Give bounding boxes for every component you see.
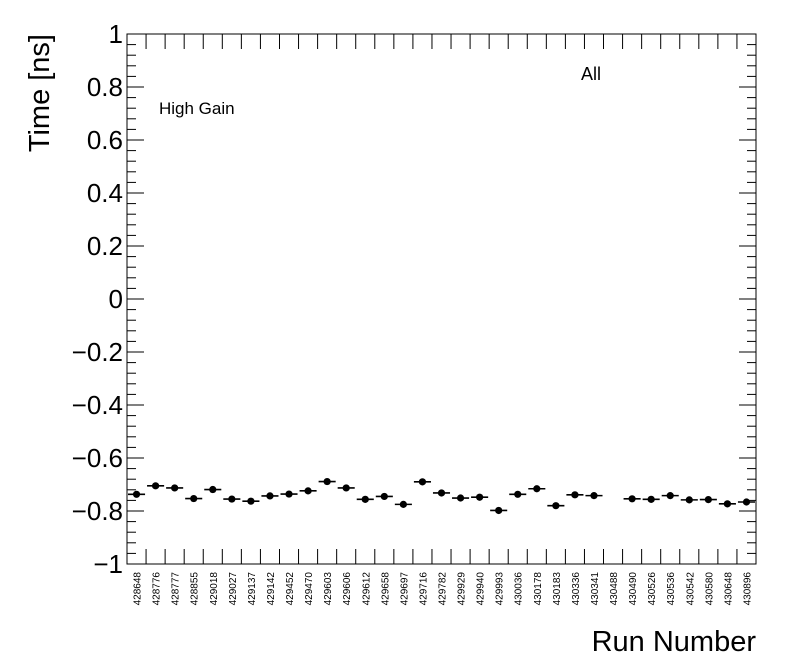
data-point [723,500,732,508]
y-tick-label: −0.2 [72,337,123,367]
y-tick-label: 0.4 [87,178,123,208]
data-point [704,496,712,504]
y-tick-label: 0.2 [87,231,123,261]
x-tick-label: 429612 [361,572,372,606]
x-tick-label: 429658 [380,572,391,606]
annotation-high-gain: High Gain [159,99,235,118]
x-tick-label: 429018 [209,572,220,606]
x-tick-label: 430341 [590,572,601,606]
data-point [685,496,693,504]
axis-ticks [126,33,757,565]
x-axis-title: Run Number [592,626,757,658]
data-point [247,497,255,505]
data-point [476,493,484,501]
y-tick-label: 1 [109,19,123,49]
data-point [209,485,217,494]
data-point [228,495,236,503]
x-tick-label: 430183 [552,572,563,606]
annotation-all: All [581,64,601,84]
y-tick-labels: 1 0.8 0.6 0.4 0.2 0 −0.2 −0.4 −0.6 −0.8 −1 [72,19,123,579]
data-point [456,494,465,502]
data-point [647,495,655,503]
x-tick-label: 429470 [304,572,315,606]
data-point [266,492,274,500]
data-point [437,489,446,497]
x-tick-label: 429929 [457,572,468,606]
data-point [171,484,179,492]
x-tick-label: 429606 [342,572,353,606]
y-tick-label: 0.6 [87,125,123,155]
x-tick-label: 430580 [704,572,715,606]
x-tick-label: 429142 [266,572,277,606]
data-point [151,482,160,490]
x-tick-label: 428855 [190,572,201,606]
y-axis-title: Time [ns] [24,34,56,152]
x-tick-label: 430896 [742,572,753,606]
x-tick-label: 428648 [133,572,144,606]
data-point [628,495,636,503]
x-tick-label: 430490 [628,572,639,606]
data-points [128,477,755,515]
data-point [552,502,560,510]
x-tick-label: 428777 [171,572,182,606]
x-tick-label: 430036 [514,572,525,606]
data-point [361,495,369,503]
x-tick-label: 430542 [685,572,696,606]
data-point [190,494,198,503]
data-point [323,477,331,486]
x-tick-label: 430488 [609,572,620,606]
data-point [495,506,503,515]
data-point [666,492,674,500]
data-point [533,485,541,493]
x-tick-label: 429940 [476,572,487,606]
x-tick-label: 430178 [533,572,544,606]
data-point [285,490,293,498]
x-tick-label: 429137 [247,572,258,606]
data-point [514,490,522,498]
data-point [132,490,141,498]
y-tick-label: −1 [93,549,123,579]
x-tick-label: 430648 [723,572,734,606]
x-tick-label: 429716 [418,572,429,606]
x-tick-label: 429697 [399,572,410,606]
y-tick-label: −0.4 [72,390,123,420]
y-tick-label: −0.6 [72,443,123,473]
x-tick-label: 429452 [285,572,296,606]
data-point [399,500,407,508]
x-tick-label: 430526 [647,572,658,606]
data-point [342,484,350,492]
data-point [571,491,579,499]
data-point [304,487,312,495]
data-point [418,478,427,486]
y-tick-label: 0.8 [87,72,123,102]
x-tick-label: 430536 [666,572,677,606]
x-tick-label: 430336 [571,572,582,606]
data-point [590,492,598,500]
x-tick-label: 429603 [323,572,334,606]
data-point [380,492,388,501]
data-point [742,498,751,506]
y-tick-label: 0 [109,284,123,314]
x-tick-labels: 428648 428776 428777 428855 429018 429027 4291… [133,572,754,606]
y-tick-label: −0.8 [72,496,123,526]
x-tick-label: 429782 [438,572,449,606]
x-tick-label: 429993 [495,572,506,606]
x-tick-label: 429027 [228,572,239,606]
x-tick-label: 428776 [152,572,163,606]
